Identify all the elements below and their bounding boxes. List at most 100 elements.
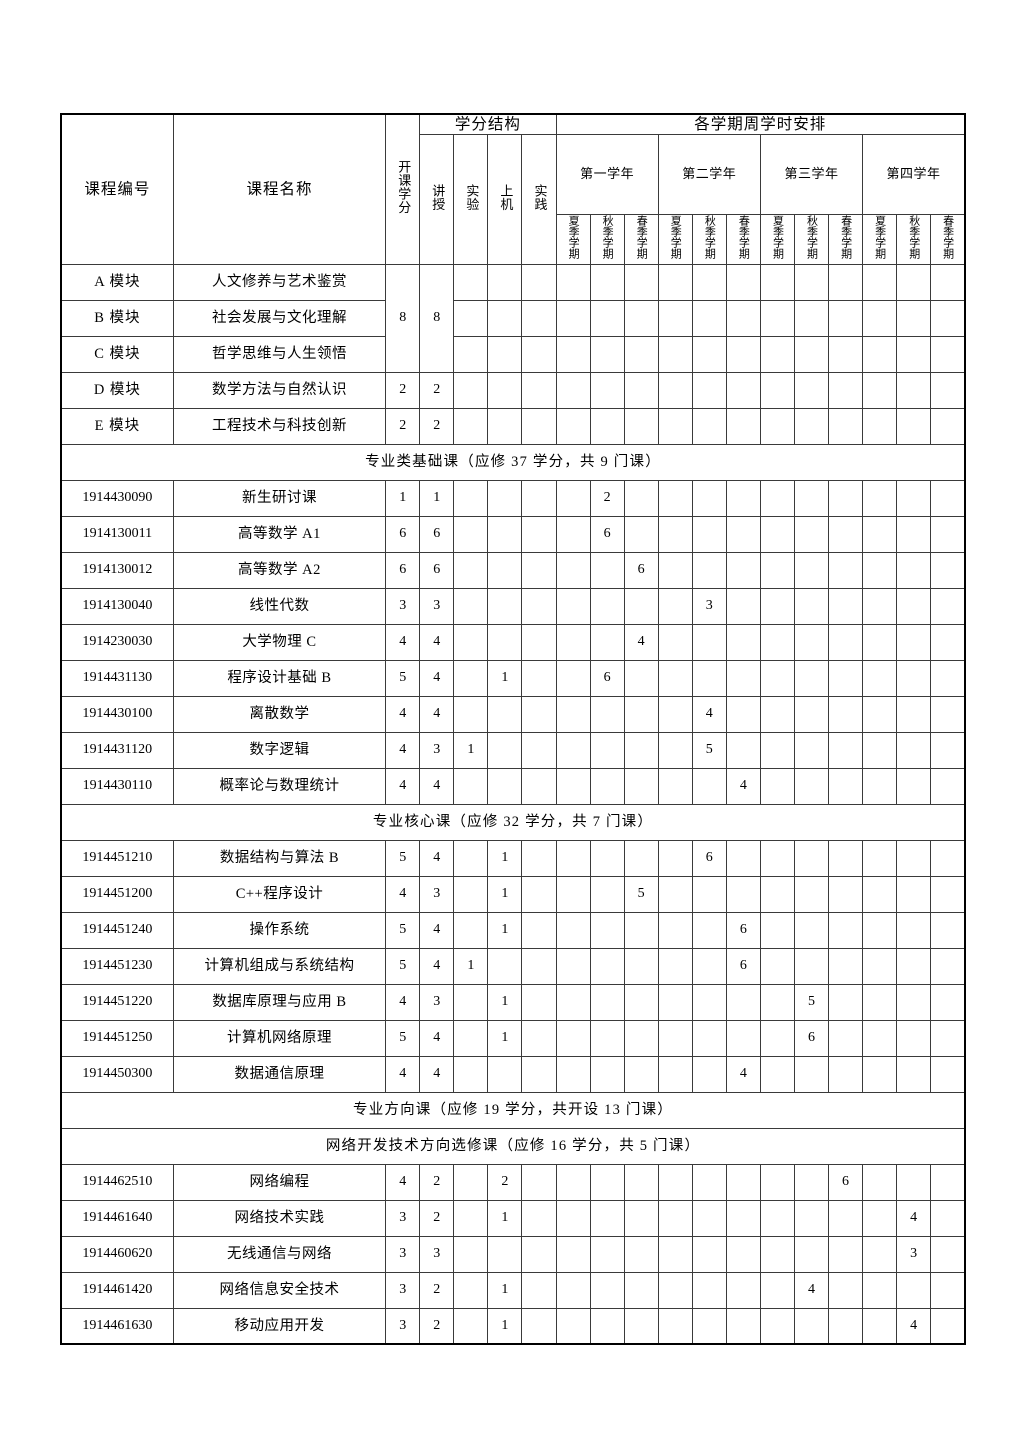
- course-semester-hours: [896, 1163, 932, 1201]
- course-credits: 5: [385, 1019, 421, 1057]
- section-header-row: 专业核心课（应修 32 学分，共 7 门课）: [60, 803, 966, 841]
- course-semester-hours: [589, 1019, 625, 1057]
- module-semester-cell: [896, 335, 932, 373]
- course-computer: 1: [487, 911, 523, 949]
- course-semester-hours: [759, 515, 795, 553]
- course-semester-hours: [793, 479, 830, 517]
- header-term-label: 夏季学期: [567, 214, 580, 259]
- module-semester-cell: [793, 299, 830, 337]
- course-semester-hours: [623, 1019, 659, 1057]
- course-semester-hours: [623, 1055, 659, 1093]
- course-semester-hours: 6: [623, 551, 659, 589]
- module-semester-cell: [691, 371, 727, 409]
- course-computer: 1: [487, 983, 523, 1021]
- module-name: 工程技术与科技创新: [172, 407, 387, 445]
- table-row: 1914430100 离散数学 4 4 4: [60, 695, 966, 733]
- module-semester-cell: [725, 335, 761, 373]
- course-semester-hours: [896, 1055, 932, 1093]
- module-semester-cell: [589, 335, 625, 373]
- course-semester-hours: [759, 839, 795, 877]
- course-lab: [453, 695, 489, 733]
- header-term-y3-1: 夏季学期: [759, 213, 795, 265]
- header-term-label: 秋季学期: [601, 214, 614, 259]
- course-semester-hours: [725, 1163, 761, 1201]
- table-row: D 模块 数学方法与自然认识 2 2: [60, 371, 966, 409]
- course-computer: 1: [487, 659, 523, 697]
- module-semester-cell: [589, 299, 625, 337]
- course-credits: 1: [385, 479, 421, 517]
- course-semester-hours: [623, 911, 659, 949]
- course-semester-hours: [589, 911, 625, 949]
- course-semester-hours: [623, 839, 659, 877]
- course-semester-hours: [657, 1235, 693, 1273]
- course-semester-hours: [828, 983, 864, 1021]
- course-semester-hours: [725, 731, 761, 769]
- course-lecture: 4: [419, 767, 455, 805]
- course-semester-hours: [555, 1055, 591, 1093]
- course-credits: 5: [385, 839, 421, 877]
- header-term-label: 夏季学期: [873, 214, 886, 259]
- course-semester-hours: [589, 551, 625, 589]
- course-code: 1914430100: [60, 695, 174, 733]
- table-row: 1914450300 数据通信原理 4 4 4: [60, 1055, 966, 1093]
- course-code: 1914130011: [60, 515, 174, 553]
- header-practice-label: 实践: [532, 183, 548, 211]
- course-semester-hours: [691, 659, 727, 697]
- course-semester-hours: [589, 947, 625, 985]
- course-semester-hours: 4: [725, 767, 761, 805]
- course-semester-hours: [725, 479, 761, 517]
- course-semester-hours: [589, 587, 625, 625]
- course-semester-hours: [555, 947, 591, 985]
- course-semester-hours: [930, 587, 966, 625]
- course-semester-hours: [555, 983, 591, 1021]
- module-semester-cell: [623, 407, 659, 445]
- curriculum-table: 课程编号 课程名称 开课学分 学分结构 各学期周学时安排 讲授 实验 上机 实践…: [60, 113, 966, 1345]
- course-name: 高等数学 A1: [172, 515, 387, 553]
- course-semester-hours: [691, 551, 727, 589]
- course-semester-hours: [657, 515, 693, 553]
- course-semester-hours: [555, 875, 591, 913]
- module-semester-cell: [657, 371, 693, 409]
- course-semester-hours: [657, 731, 693, 769]
- course-semester-hours: [759, 767, 795, 805]
- section-header-row: 网络开发技术方向选修课（应修 16 学分，共 5 门课）: [60, 1127, 966, 1165]
- course-semester-hours: [555, 623, 591, 661]
- module-code: D 模块: [60, 371, 174, 409]
- course-lecture: 3: [419, 731, 455, 769]
- course-lab: [453, 1055, 489, 1093]
- course-name: 数据库原理与应用 B: [172, 983, 387, 1021]
- course-practice: [521, 659, 557, 697]
- module-semester-cell: [828, 263, 864, 301]
- course-name: 程序设计基础 B: [172, 659, 387, 697]
- course-semester-hours: [555, 659, 591, 697]
- course-lab: [453, 1019, 489, 1057]
- course-semester-hours: 6: [725, 947, 761, 985]
- course-semester-hours: [896, 1019, 932, 1057]
- module-semester-cell: [555, 371, 591, 409]
- module-code: C 模块: [60, 335, 174, 373]
- module-lecture: 2: [419, 407, 455, 445]
- module-semester-cell: [862, 407, 898, 445]
- course-practice: [521, 1271, 557, 1309]
- course-computer: [487, 1235, 523, 1273]
- course-lecture: 4: [419, 839, 455, 877]
- module-semester-cell: [828, 335, 864, 373]
- course-semester-hours: [691, 623, 727, 661]
- course-semester-hours: [759, 1163, 795, 1201]
- course-semester-hours: 6: [691, 839, 727, 877]
- course-semester-hours: [793, 839, 830, 877]
- module-name: 哲学思维与人生领悟: [172, 335, 387, 373]
- course-semester-hours: [623, 731, 659, 769]
- course-name: 数字逻辑: [172, 731, 387, 769]
- course-computer: 2: [487, 1163, 523, 1201]
- course-semester-hours: [828, 515, 864, 553]
- course-semester-hours: [759, 947, 795, 985]
- course-semester-hours: [657, 551, 693, 589]
- course-semester-hours: [896, 767, 932, 805]
- course-computer: [487, 551, 523, 589]
- course-practice: [521, 731, 557, 769]
- course-practice: [521, 1199, 557, 1237]
- section-title: 专业核心课（应修 32 学分，共 7 门课）: [60, 803, 966, 841]
- course-semester-hours: [862, 911, 898, 949]
- section-header-row: 专业方向课（应修 19 学分，共开设 13 门课）: [60, 1091, 966, 1129]
